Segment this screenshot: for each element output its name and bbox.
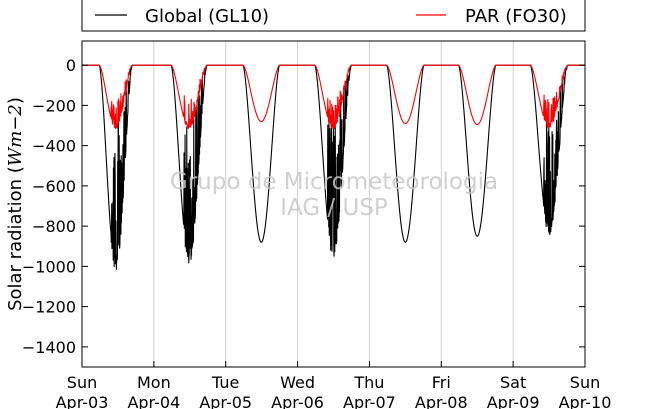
watermark-line-2: IAG / USP bbox=[280, 195, 388, 221]
x-tick-label-date: Apr-05 bbox=[199, 393, 252, 409]
watermark-line-1: Grupo de Micrometeorologia bbox=[170, 169, 498, 195]
legend-label-par: PAR (FO30) bbox=[465, 6, 567, 27]
x-tick-label-day: Sun bbox=[67, 373, 97, 392]
x-tick-label-day: Mon bbox=[137, 373, 171, 392]
legend-label-global: Global (GL10) bbox=[145, 6, 269, 27]
plot-border bbox=[81, 40, 586, 368]
y-axis-label-suffix: ) bbox=[5, 97, 26, 104]
plot-area: Grupo de Micrometeorologia IAG / USP 0 −2… bbox=[22, 40, 612, 409]
day-gridlines bbox=[153, 41, 514, 367]
x-tick-label-date: Apr-03 bbox=[56, 393, 109, 409]
x-tick-label-day: Sun bbox=[570, 373, 600, 392]
y-axis-label: Solar radiation (Wm−2) bbox=[5, 97, 26, 311]
y-axis-label-unit: Wm−2 bbox=[5, 104, 26, 166]
x-tick-label-date: Apr-10 bbox=[559, 393, 612, 409]
y-tick-label: −400 bbox=[32, 137, 76, 156]
x-tick-label-day: Wed bbox=[280, 373, 315, 392]
y-tick-label: −200 bbox=[32, 96, 76, 115]
x-tick-label-day: Thu bbox=[353, 373, 384, 392]
data-series bbox=[81, 64, 586, 270]
y-tick-label: −600 bbox=[32, 177, 76, 196]
x-tick-label-day: Sat bbox=[500, 373, 526, 392]
y-tick-label: −800 bbox=[32, 217, 76, 236]
y-tick-label: −1400 bbox=[22, 338, 76, 357]
y-tick-label: 0 bbox=[66, 56, 76, 75]
watermark: Grupo de Micrometeorologia IAG / USP bbox=[170, 169, 498, 221]
x-tick-label-day: Fri bbox=[432, 373, 451, 392]
x-tick-label-date: Apr-07 bbox=[343, 393, 396, 409]
x-tick-label-date: Apr-09 bbox=[487, 393, 540, 409]
legend-frame bbox=[81, 0, 586, 32]
y-tick-label: −1000 bbox=[22, 257, 76, 276]
series-line-par bbox=[81, 64, 586, 130]
x-tick-label-date: Apr-06 bbox=[271, 393, 324, 409]
y-tick-label: −1200 bbox=[22, 298, 76, 317]
legend: Global (GL10) PAR (FO30) bbox=[81, 0, 586, 32]
x-tick-label-day: Tue bbox=[211, 373, 239, 392]
x-tick-label-date: Apr-08 bbox=[415, 393, 468, 409]
y-axis-label-prefix: Solar radiation ( bbox=[5, 166, 26, 311]
x-tick-label-date: Apr-04 bbox=[127, 393, 180, 409]
y-axis: 0 −200 −400 −600 −800 −1000 −1200 −1400 bbox=[22, 56, 585, 357]
x-axis: SunApr-03MonApr-04TueApr-05WedApr-06ThuA… bbox=[56, 361, 612, 409]
svg-text:Solar radiation (Wm−2): Solar radiation (Wm−2) bbox=[5, 97, 26, 311]
